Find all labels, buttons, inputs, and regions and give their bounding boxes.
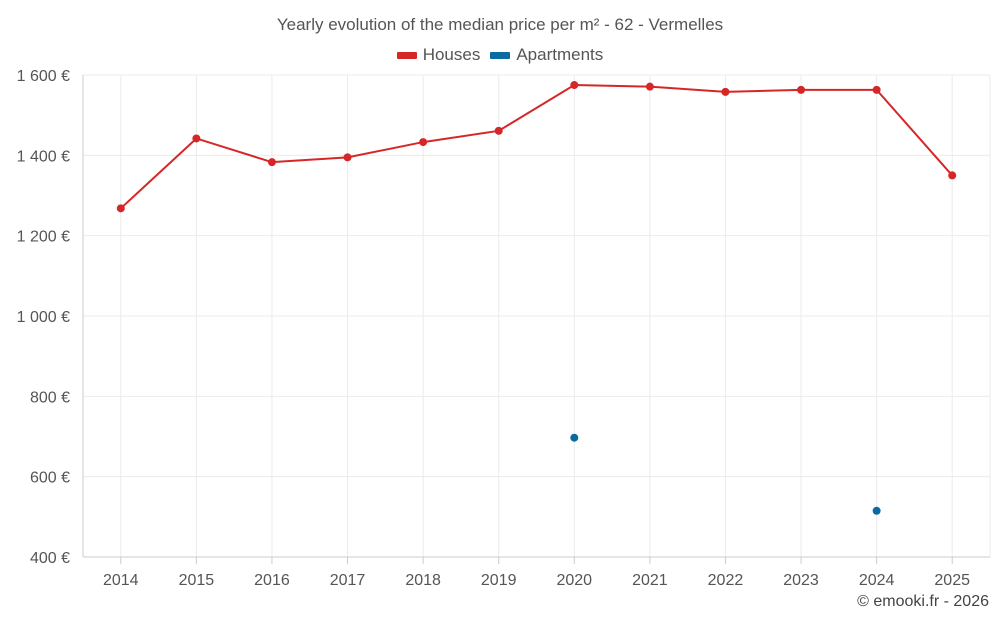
y-tick-label: 400 € xyxy=(30,550,70,567)
y-tick-label: 1 200 € xyxy=(17,229,70,246)
data-point-houses[interactable] xyxy=(419,138,428,147)
x-tick-label: 2020 xyxy=(556,572,592,589)
data-point-apartments[interactable] xyxy=(570,433,579,442)
legend-label-houses: Houses xyxy=(422,45,481,64)
x-tick-label: 2016 xyxy=(254,572,290,589)
chart-legend: Houses Apartments xyxy=(0,45,1000,65)
x-tick-label: 2025 xyxy=(934,572,970,589)
legend-swatch-apartments xyxy=(490,51,511,59)
x-tick-label: 2015 xyxy=(179,572,215,589)
x-tick-label: 2024 xyxy=(859,572,895,589)
chart-title: Yearly evolution of the median price per… xyxy=(276,15,724,34)
data-point-houses[interactable] xyxy=(872,85,881,94)
x-tick-label: 2014 xyxy=(103,572,139,589)
data-point-houses[interactable] xyxy=(645,82,654,91)
data-point-houses[interactable] xyxy=(948,171,957,180)
legend-swatch-houses xyxy=(396,51,417,59)
x-tick-label: 2023 xyxy=(783,572,819,589)
y-tick-label: 1 400 € xyxy=(17,148,70,165)
data-point-houses[interactable] xyxy=(570,81,579,90)
data-point-houses[interactable] xyxy=(494,126,503,135)
x-tick-label: 2021 xyxy=(632,572,668,589)
x-tick-label: 2019 xyxy=(481,572,517,589)
y-tick-label: 800 € xyxy=(30,389,70,406)
x-tick-label: 2018 xyxy=(405,572,441,589)
data-point-houses[interactable] xyxy=(192,134,201,143)
y-tick-label: 1 000 € xyxy=(17,309,70,326)
data-point-houses[interactable] xyxy=(343,153,352,162)
data-point-houses[interactable] xyxy=(721,87,730,96)
data-point-houses[interactable] xyxy=(797,85,806,94)
data-point-houses[interactable] xyxy=(116,204,125,213)
series-line-houses xyxy=(120,84,953,210)
y-tick-label: 600 € xyxy=(30,470,70,487)
x-tick-label: 2017 xyxy=(330,572,366,589)
y-tick-label: 1 600 € xyxy=(17,68,70,85)
x-tick-label: 2022 xyxy=(708,572,744,589)
copyright-credit: © emooki.fr - 2026 xyxy=(857,593,989,610)
legend-item-houses[interactable]: Houses xyxy=(396,45,481,65)
legend-item-apartments[interactable]: Apartments xyxy=(490,45,603,65)
legend-label-apartments: Apartments xyxy=(516,45,604,64)
data-point-apartments[interactable] xyxy=(872,506,881,515)
data-point-houses[interactable] xyxy=(267,158,276,167)
